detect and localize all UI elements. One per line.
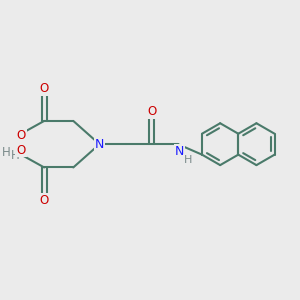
Text: H: H [184,155,192,165]
Text: H: H [2,146,11,159]
Text: H: H [11,149,20,162]
Text: N: N [175,145,184,158]
Text: O: O [40,194,49,206]
Text: O: O [16,129,26,142]
Text: O: O [40,82,49,95]
Text: N: N [95,138,104,151]
Text: O: O [16,143,26,157]
Text: O: O [147,105,156,118]
